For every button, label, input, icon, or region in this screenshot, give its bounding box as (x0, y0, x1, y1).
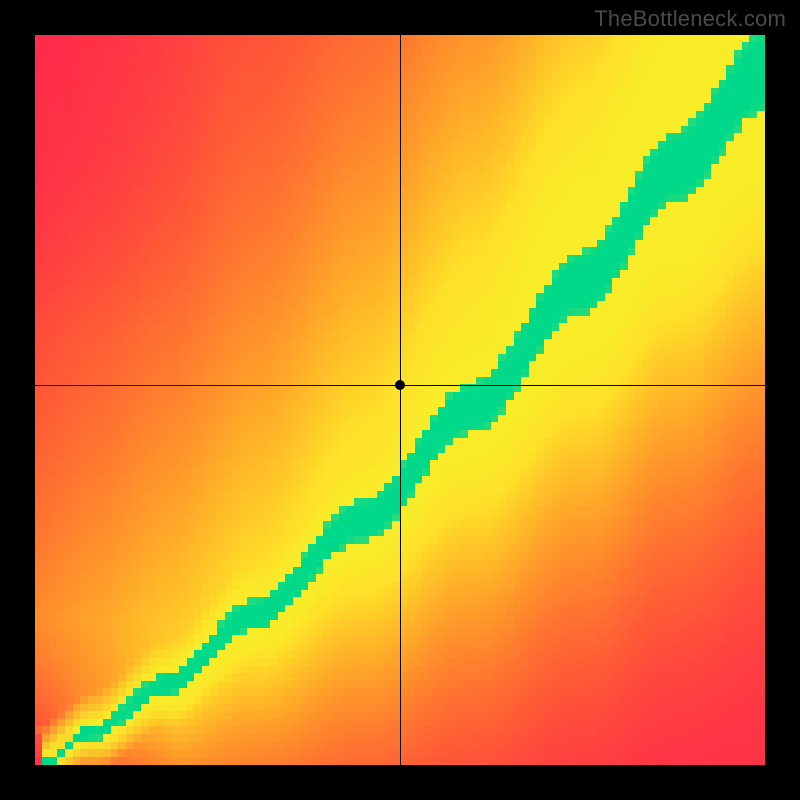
crosshair-dot (395, 380, 405, 390)
crosshair-vertical (400, 35, 401, 765)
watermark-text: TheBottleneck.com (594, 6, 786, 32)
bottleneck-heatmap (35, 35, 765, 765)
